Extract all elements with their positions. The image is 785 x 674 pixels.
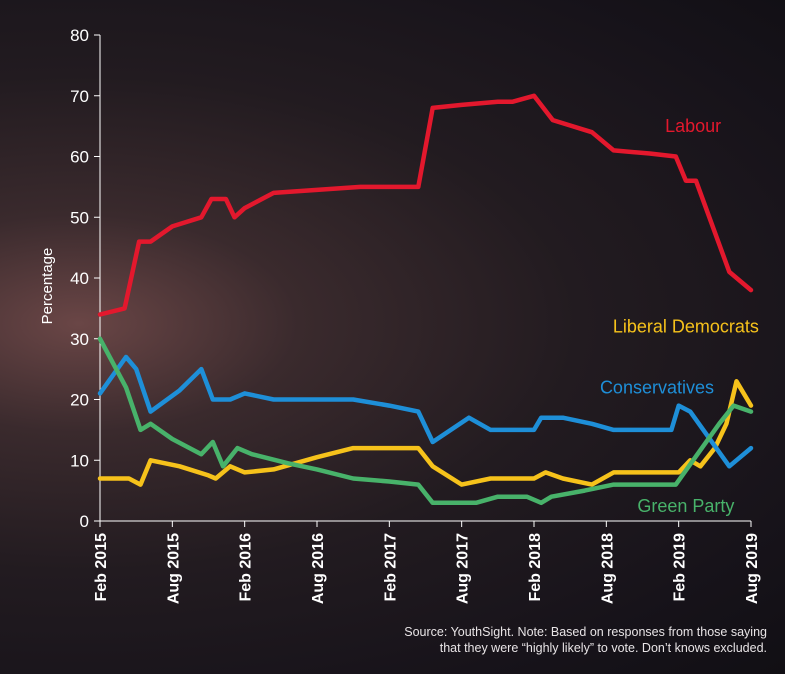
x-tick-label: Feb 2016 — [238, 533, 255, 602]
series-line-green-party — [97, 336, 754, 506]
series-label-green-party: Green Party — [637, 496, 734, 516]
series-label-conservatives: Conservatives — [600, 377, 714, 397]
y-tick-label: 60 — [70, 148, 89, 167]
y-tick-label: 10 — [70, 451, 89, 470]
x-tick-label: Aug 2019 — [744, 533, 761, 604]
source-note-line-2: that they were “highly likely” to vote. … — [439, 641, 767, 655]
x-tick-label: Feb 2018 — [527, 533, 544, 602]
source-note: Source: YouthSight. Note: Based on respo… — [247, 624, 767, 656]
x-tick-label: Aug 2017 — [455, 533, 472, 604]
y-tick-label: 20 — [70, 391, 89, 410]
y-tick-labels: 0 10 20 30 40 50 60 70 80 — [70, 26, 100, 531]
source-note-line-1: Source: YouthSight. Note: Based on respo… — [404, 625, 767, 639]
axes — [99, 35, 751, 522]
series-line-conservatives — [97, 354, 754, 469]
x-tick-label: Aug 2015 — [165, 533, 182, 604]
x-tick-label: Feb 2015 — [93, 533, 110, 602]
x-tick-label: Aug 2016 — [310, 533, 327, 604]
series-labels: Labour Liberal Democrats Conservatives Gree… — [600, 116, 759, 516]
y-tick-label: 70 — [70, 87, 89, 106]
x-tick-labels: Feb 2015 Aug 2015 Feb 2016 Aug 2016 Feb 2017… — [93, 521, 761, 604]
y-tick-label: 30 — [70, 330, 89, 349]
series-lines — [97, 93, 754, 506]
series-line-liberal-democrats — [97, 379, 754, 487]
x-tick-label: Aug 2018 — [599, 533, 616, 604]
y-tick-label: 40 — [70, 269, 89, 288]
x-tick-label: Feb 2017 — [382, 533, 399, 602]
y-axis-label: Percentage — [39, 248, 56, 325]
y-tick-label: 50 — [70, 208, 89, 227]
series-label-liberal-democrats: Liberal Democrats — [613, 317, 759, 337]
x-tick-label: Feb 2019 — [672, 533, 689, 602]
y-tick-label: 0 — [80, 512, 89, 531]
y-tick-label: 80 — [70, 26, 89, 45]
series-line-labour — [97, 93, 754, 317]
series-label-labour: Labour — [665, 116, 721, 136]
